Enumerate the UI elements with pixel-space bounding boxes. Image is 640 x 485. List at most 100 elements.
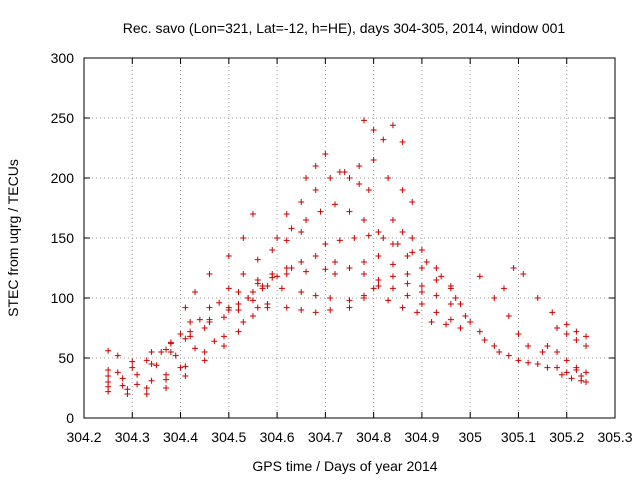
data-point [573, 328, 580, 335]
data-point [418, 247, 425, 253]
data-point [573, 364, 580, 371]
data-point [134, 371, 141, 378]
data-point [544, 343, 551, 349]
data-point [534, 361, 541, 367]
data-point [317, 208, 324, 215]
data-point [177, 364, 184, 371]
data-point [491, 295, 498, 301]
data-point [414, 309, 421, 316]
data-point [283, 265, 290, 271]
data-point [269, 271, 276, 277]
chart-title: Rec. savo (Lon=321, Lat=-12, h=HE), days… [123, 20, 566, 36]
data-point [105, 367, 112, 373]
data-point [269, 247, 276, 253]
data-point [201, 349, 208, 355]
data-point [129, 358, 136, 365]
data-point [510, 265, 517, 271]
x-tick-label: 304.9 [404, 429, 439, 445]
data-point [327, 295, 334, 301]
data-point [418, 283, 425, 289]
data-point [336, 237, 343, 244]
data-point [167, 340, 174, 347]
data-point [274, 235, 281, 241]
data-point [476, 328, 483, 335]
data-point [568, 375, 575, 382]
data-point [433, 292, 440, 299]
data-point [220, 333, 227, 340]
data-point [360, 217, 367, 223]
data-point [409, 235, 416, 241]
data-point [563, 369, 570, 376]
data-point [201, 357, 208, 364]
data-point [322, 266, 329, 273]
data-point [249, 313, 256, 319]
data-point [447, 316, 454, 323]
data-point [563, 331, 570, 337]
data-point [177, 331, 184, 337]
data-point [312, 163, 319, 169]
data-point [447, 301, 454, 307]
data-point [394, 241, 401, 247]
data-point [240, 235, 247, 241]
data-point [143, 391, 150, 397]
data-point [520, 271, 527, 277]
data-point [163, 371, 170, 378]
data-point [254, 277, 261, 283]
data-point [332, 201, 339, 208]
x-tick-label: 305 [459, 429, 483, 445]
data-point [404, 271, 411, 277]
data-point [539, 349, 546, 355]
data-point [206, 304, 213, 311]
data-point [496, 349, 503, 355]
data-point [105, 379, 112, 385]
data-point [558, 371, 565, 378]
data-point [105, 373, 112, 379]
data-point [148, 361, 155, 367]
data-point [491, 343, 498, 349]
data-point [182, 335, 189, 342]
data-point [235, 328, 242, 335]
x-tick-label: 304.7 [308, 429, 343, 445]
data-point [278, 285, 285, 292]
data-point [303, 268, 310, 275]
x-tick-label: 305.1 [501, 429, 536, 445]
y-tick-label: 300 [51, 50, 75, 66]
data-point [346, 208, 353, 215]
data-point [264, 301, 271, 307]
data-point [360, 271, 367, 277]
data-point [312, 253, 319, 259]
data-point [500, 285, 507, 292]
data-point [182, 304, 189, 311]
data-point [114, 352, 121, 359]
data-point [249, 289, 256, 295]
data-point [423, 259, 430, 265]
y-axis-label: STEC from uqrg / TECUs [5, 159, 21, 317]
data-point [515, 357, 522, 364]
data-point [119, 382, 126, 389]
data-point [515, 331, 522, 337]
data-point [476, 273, 483, 280]
x-tick-label: 305.2 [549, 429, 584, 445]
data-point [433, 277, 440, 283]
data-point [360, 259, 367, 265]
data-point [105, 347, 112, 354]
data-point [370, 127, 377, 133]
data-point [264, 283, 271, 289]
data-point [303, 217, 310, 223]
data-point [505, 352, 512, 359]
data-point [389, 217, 396, 223]
x-tick-label: 304.6 [260, 429, 295, 445]
data-point [525, 359, 532, 366]
y-tick-label: 100 [51, 290, 75, 306]
data-point [346, 297, 353, 304]
data-point [399, 304, 406, 311]
data-point [356, 181, 363, 187]
data-point [443, 321, 450, 328]
data-point [549, 309, 556, 316]
x-tick-label: 304.8 [356, 429, 391, 445]
data-point [124, 386, 131, 393]
data-point [404, 280, 411, 287]
data-point [404, 292, 411, 299]
data-point [583, 369, 590, 376]
